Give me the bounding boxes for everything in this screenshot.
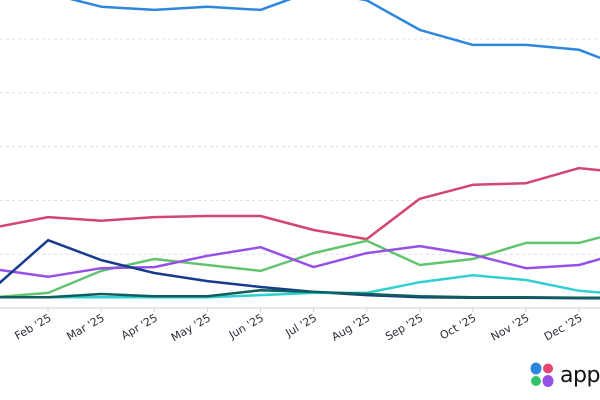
- series-line-green: [0, 236, 600, 299]
- x-tick-label: Jun '25: [226, 311, 266, 342]
- x-tick-label: Aug '25: [329, 311, 372, 343]
- series-line-dark-teal: [0, 288, 600, 300]
- x-tick-label: Oct '25: [438, 311, 479, 342]
- x-tick-label: Nov '25: [489, 311, 532, 343]
- series-line-blue: [69, 0, 600, 60]
- series-line-purple: [0, 244, 600, 279]
- x-tick-label: May '25: [169, 311, 213, 344]
- x-tick-label: Dec '25: [542, 311, 585, 343]
- x-tick-label: Feb '25: [12, 311, 53, 342]
- x-tick-label: Mar '25: [64, 311, 106, 343]
- x-tick-label: Jul '25: [282, 311, 319, 340]
- appfigures-logo: app: [530, 362, 600, 388]
- logo-icon: [530, 362, 554, 387]
- series-line-pink: [0, 166, 600, 241]
- logo-text: app: [560, 362, 600, 388]
- x-tick-label: Sep '25: [383, 311, 425, 343]
- x-tick-label: Apr '25: [119, 311, 160, 342]
